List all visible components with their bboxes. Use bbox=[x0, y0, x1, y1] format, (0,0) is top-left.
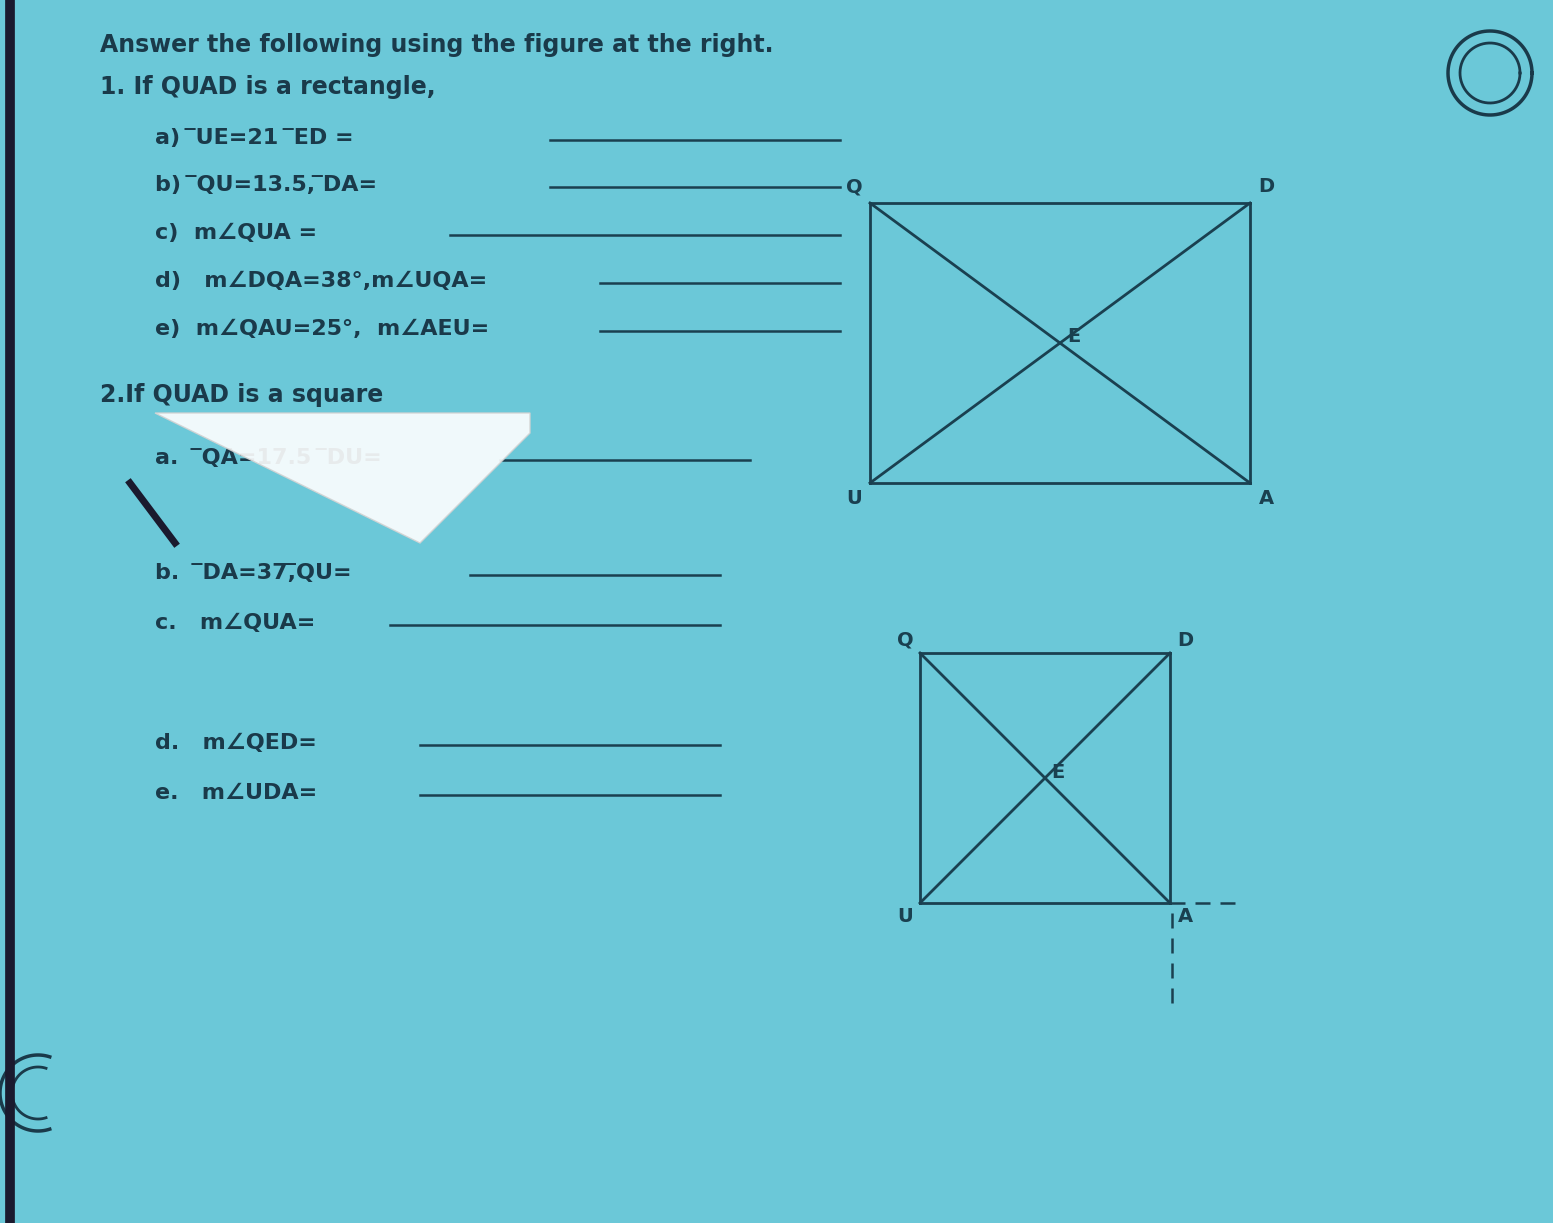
Text: 1. If QUAD is a rectangle,: 1. If QUAD is a rectangle, bbox=[99, 75, 436, 99]
Text: 2.If QUAD is a square: 2.If QUAD is a square bbox=[99, 383, 384, 407]
Text: D: D bbox=[1177, 631, 1193, 649]
Text: Answer the following using the figure at the right.: Answer the following using the figure at… bbox=[99, 33, 773, 57]
Text: e.   m∠UDA=: e. m∠UDA= bbox=[155, 783, 317, 804]
Text: E: E bbox=[1051, 763, 1065, 783]
Text: c.   m∠QUA=: c. m∠QUA= bbox=[155, 613, 315, 634]
Text: c)  m∠QUA =: c) m∠QUA = bbox=[155, 223, 317, 243]
Text: a)  ̅UE=21  ̅ED =: a) ̅UE=21 ̅ED = bbox=[155, 128, 354, 148]
Text: E: E bbox=[1067, 328, 1081, 346]
Text: b)  ̅QU=13.5, ̅DA=: b) ̅QU=13.5, ̅DA= bbox=[155, 175, 377, 194]
Text: d.   m∠QED=: d. m∠QED= bbox=[155, 733, 317, 753]
Polygon shape bbox=[155, 413, 530, 543]
Text: d)   m∠DQA=38°,m∠UQA=: d) m∠DQA=38°,m∠UQA= bbox=[155, 272, 488, 291]
Text: Q: Q bbox=[846, 177, 862, 197]
Text: b.   ̅DA=37,̅QU=: b. ̅DA=37,̅QU= bbox=[155, 563, 351, 583]
Text: D: D bbox=[1258, 177, 1273, 197]
Text: e)  m∠QAU=25°,  m∠AEU=: e) m∠QAU=25°, m∠AEU= bbox=[155, 319, 489, 339]
Text: Q: Q bbox=[896, 631, 913, 649]
Text: A: A bbox=[1258, 489, 1273, 509]
Text: A: A bbox=[1177, 906, 1193, 926]
Text: a.   ̅QA=17.5  ̅DU=: a. ̅QA=17.5 ̅DU= bbox=[155, 448, 382, 468]
Text: U: U bbox=[846, 489, 862, 509]
Text: U: U bbox=[898, 906, 913, 926]
